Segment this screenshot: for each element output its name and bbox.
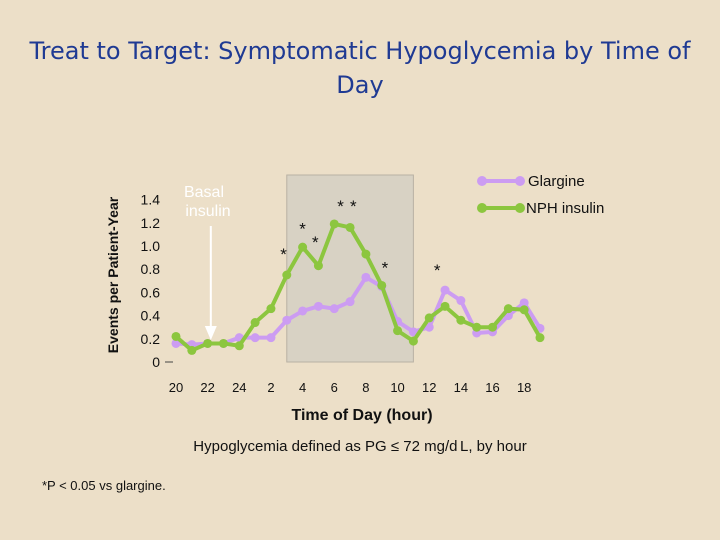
data-point-nph [440, 301, 450, 311]
y-tick-label: 1.0 [141, 238, 161, 254]
y-tick-label: 0.6 [141, 284, 161, 300]
y-tick-label: 0.2 [141, 331, 161, 347]
basal-arrow-head [204, 326, 217, 340]
x-tick-label: 4 [299, 380, 306, 395]
data-point-nph [377, 280, 387, 290]
y-tick-label: 0.4 [141, 308, 161, 324]
data-point-glargine [329, 304, 339, 314]
significance-asterisk: * [434, 261, 441, 280]
definition-note: Hypoglycemia defined as PG ≤ 72 mg/d L, … [193, 438, 527, 455]
x-tick-label: 8 [362, 380, 369, 395]
legend-swatch-marker [515, 203, 525, 213]
data-point-glargine [250, 333, 260, 343]
data-point-glargine [345, 297, 355, 307]
data-point-nph [408, 336, 418, 346]
legend-label: NPH insulin [526, 200, 604, 217]
significance-asterisk: * [312, 233, 319, 252]
data-point-glargine [361, 272, 371, 282]
chart-title: Treat to Target: Symptomatic Hypoglycemi… [0, 34, 720, 102]
data-point-nph [424, 313, 434, 323]
legend-swatch-marker [477, 203, 487, 213]
data-point-nph [313, 261, 323, 271]
data-point-glargine [408, 327, 418, 337]
x-tick-label: 20 [169, 380, 183, 395]
data-point-glargine [171, 338, 181, 348]
x-tick-label: 6 [331, 380, 338, 395]
data-point-nph [171, 331, 181, 341]
x-tick-label: 2 [267, 380, 274, 395]
data-point-glargine [424, 322, 434, 332]
x-tick-label: 24 [232, 380, 246, 395]
basal-insulin-label: Basal [184, 184, 224, 201]
data-point-nph [488, 322, 498, 332]
data-point-glargine [440, 285, 450, 295]
x-tick-label: 16 [485, 380, 499, 395]
data-point-nph [345, 222, 355, 232]
x-tick-label: 22 [200, 380, 214, 395]
significance-asterisk: * [280, 245, 287, 264]
data-point-glargine [298, 306, 308, 316]
data-point-nph [503, 304, 513, 314]
data-point-nph [472, 322, 482, 332]
y-tick-label: 1.2 [141, 215, 161, 231]
data-point-glargine [282, 315, 292, 325]
data-point-nph [393, 326, 403, 336]
x-tick-label: 14 [454, 380, 468, 395]
significance-asterisk: * [299, 219, 306, 238]
significance-asterisk: * [350, 197, 357, 216]
footnote: *P < 0.05 vs glargine. [42, 478, 166, 493]
legend-swatch-marker [477, 176, 487, 186]
data-point-nph [218, 338, 228, 348]
data-point-nph [203, 338, 213, 348]
legend-swatch-marker [515, 176, 525, 186]
data-point-nph [361, 249, 371, 259]
night-shaded-region [286, 174, 414, 363]
y-tick-label: 0 [152, 354, 160, 370]
data-point-nph [329, 219, 339, 229]
significance-asterisk: * [382, 259, 389, 278]
data-point-nph [187, 345, 197, 355]
significance-asterisk: * [337, 197, 344, 216]
data-point-nph [266, 304, 276, 314]
x-tick-label: 18 [517, 380, 531, 395]
title-line-1: Treat to Target: Symptomatic Hypoglycemi… [29, 37, 691, 65]
data-point-nph [535, 333, 545, 343]
data-point-nph [456, 315, 466, 325]
data-point-nph [282, 270, 292, 280]
y-tick-label: 1.4 [141, 192, 161, 208]
title-line-2: Day [336, 71, 384, 99]
data-point-nph [234, 341, 244, 351]
data-point-glargine [313, 301, 323, 311]
x-tick-label: 10 [390, 380, 404, 395]
data-point-nph [298, 242, 308, 252]
x-tick-label: 12 [422, 380, 436, 395]
data-point-glargine [519, 298, 529, 308]
basal-insulin-label: insulin [185, 203, 230, 220]
x-axis-label: Time of Day (hour) [291, 407, 432, 424]
legend-label: Glargine [528, 173, 585, 190]
data-point-nph [250, 318, 260, 328]
data-point-nph [519, 305, 529, 315]
data-point-glargine [456, 296, 466, 306]
y-tick-label: 0.8 [141, 261, 161, 277]
data-point-glargine [266, 333, 276, 343]
y-axis-label: Events per Patient-Year [105, 196, 121, 353]
